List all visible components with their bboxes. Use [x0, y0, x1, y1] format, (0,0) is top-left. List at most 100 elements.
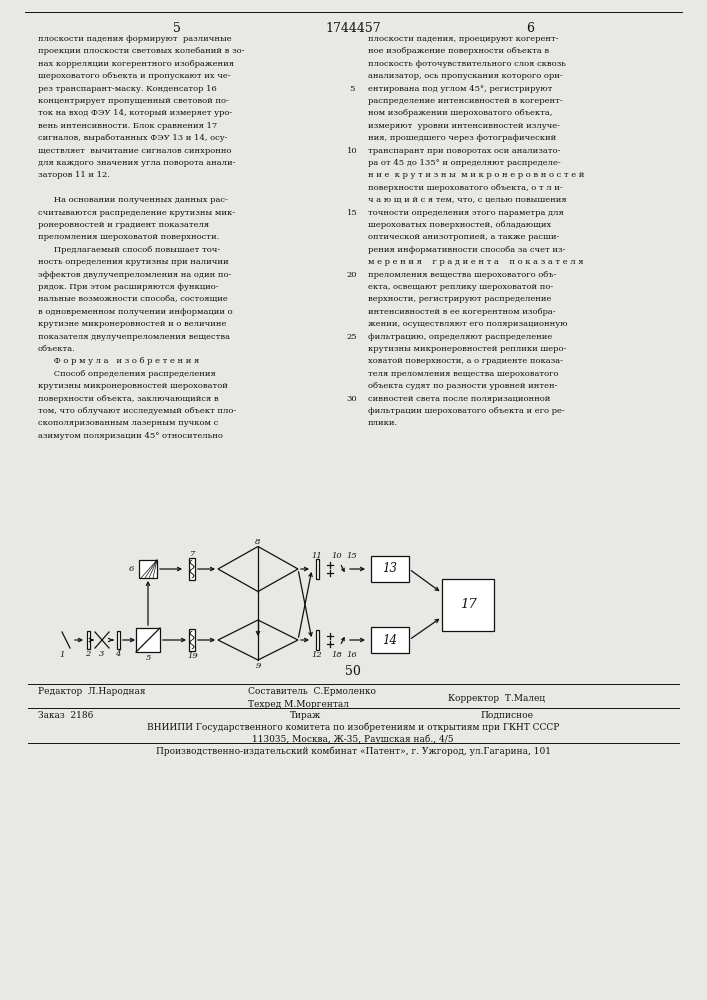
Text: ронеровностей и градиент показателя: ронеровностей и градиент показателя — [38, 221, 209, 229]
Text: ентирована под углом 45°, регистрируют: ентирована под углом 45°, регистрируют — [368, 85, 552, 93]
Text: 3: 3 — [99, 650, 105, 658]
Text: показателя двулучепреломления вещества: показателя двулучепреломления вещества — [38, 333, 230, 341]
Text: Способ определения распределения: Способ определения распределения — [38, 370, 216, 378]
Text: поверхности объекта, заключающийся в: поверхности объекта, заключающийся в — [38, 395, 218, 403]
Text: Заказ  2186: Заказ 2186 — [38, 711, 93, 720]
Text: плоскости падения, проецируют когерент-: плоскости падения, проецируют когерент- — [368, 35, 559, 43]
Text: 5: 5 — [173, 22, 181, 35]
Text: Ф о р м у л а   и з о б р е т е н и я: Ф о р м у л а и з о б р е т е н и я — [38, 357, 199, 365]
Text: шероховатого объекта и пропускают их че-: шероховатого объекта и пропускают их че- — [38, 72, 230, 80]
Text: в одновременном получении информации о: в одновременном получении информации о — [38, 308, 233, 316]
Text: 1: 1 — [59, 651, 64, 659]
Text: оптической анизотропией, а также расши-: оптической анизотропией, а также расши- — [368, 233, 559, 241]
Text: скополяризованным лазерным пучком с: скополяризованным лазерным пучком с — [38, 419, 218, 427]
Text: 25: 25 — [346, 333, 357, 341]
Text: ном изображении шероховатого объекта,: ном изображении шероховатого объекта, — [368, 109, 552, 117]
Text: 113035, Москва, Ж-35, Раушская наб., 4/5: 113035, Москва, Ж-35, Раушская наб., 4/5 — [252, 735, 454, 744]
Text: 11: 11 — [312, 552, 322, 560]
Text: Тираж: Тираж — [290, 711, 322, 720]
Text: сигналов, выработанных ФЭУ 13 и 14, осу-: сигналов, выработанных ФЭУ 13 и 14, осу- — [38, 134, 228, 142]
Text: азимутом поляризации 45° относительно: азимутом поляризации 45° относительно — [38, 432, 223, 440]
Text: фильтрацию, определяют распределение: фильтрацию, определяют распределение — [368, 333, 552, 341]
Text: транспарант при поворотах оси анализато-: транспарант при поворотах оси анализато- — [368, 147, 561, 155]
Text: том, что облучают исследуемый объект пло-: том, что облучают исследуемый объект пло… — [38, 407, 236, 415]
Text: 6: 6 — [526, 22, 534, 35]
Text: 20: 20 — [346, 271, 357, 279]
Text: На основании полученных данных рас-: На основании полученных данных рас- — [38, 196, 228, 204]
Text: 14: 14 — [382, 634, 397, 647]
Text: 12: 12 — [312, 651, 322, 659]
Text: 16: 16 — [346, 651, 357, 659]
Text: плики.: плики. — [368, 419, 398, 427]
Text: крутизны микронеровностей реплики шеро-: крутизны микронеровностей реплики шеро- — [368, 345, 566, 353]
Text: рядок. При этом расширяются функцио-: рядок. При этом расширяются функцио- — [38, 283, 218, 291]
Text: ток на вход ФЭУ 14, который измеряет уро-: ток на вход ФЭУ 14, который измеряет уро… — [38, 109, 233, 117]
Text: верхности, регистрируют распределение: верхности, регистрируют распределение — [368, 295, 551, 303]
Text: ховатой поверхности, а о градиенте показа-: ховатой поверхности, а о градиенте показ… — [368, 357, 563, 365]
Text: 5: 5 — [349, 85, 355, 93]
Text: преломления шероховатой поверхности.: преломления шероховатой поверхности. — [38, 233, 219, 241]
Text: распределение интенсивностей в когерент-: распределение интенсивностей в когерент- — [368, 97, 563, 105]
Text: точности определения этого параметра для: точности определения этого параметра для — [368, 209, 563, 217]
Text: проекции плоскости световых колебаний в зо-: проекции плоскости световых колебаний в … — [38, 47, 245, 55]
Bar — [189, 629, 195, 651]
Text: 4: 4 — [115, 650, 121, 658]
Text: Корректор  Т.Малец: Корректор Т.Малец — [448, 694, 545, 703]
Bar — [136, 628, 160, 652]
Text: объекта судят по разности уровней интен-: объекта судят по разности уровней интен- — [368, 382, 558, 390]
Text: измеряют  уровни интенсивностей излуче-: измеряют уровни интенсивностей излуче- — [368, 122, 560, 130]
Text: плоскость фоточувствительного слоя сквозь: плоскость фоточувствительного слоя сквоз… — [368, 60, 566, 68]
Text: вень интенсивности. Блок сравнения 17: вень интенсивности. Блок сравнения 17 — [38, 122, 217, 130]
Text: нах корреляции когерентного изображения: нах корреляции когерентного изображения — [38, 60, 234, 68]
Text: преломления вещества шероховатого объ-: преломления вещества шероховатого объ- — [368, 271, 556, 279]
Text: крутизне микронеровностей и о величине: крутизне микронеровностей и о величине — [38, 320, 226, 328]
Text: м е р е н и я    г р а д и е н т а    п о к а з а т е л я: м е р е н и я г р а д и е н т а п о к а … — [368, 258, 583, 266]
Bar — [139, 560, 157, 578]
Text: 15: 15 — [346, 552, 357, 560]
Text: 10: 10 — [331, 552, 341, 560]
Text: теля преломления вещества шероховатого: теля преломления вещества шероховатого — [368, 370, 559, 378]
Text: объекта.: объекта. — [38, 345, 76, 353]
Text: 7: 7 — [190, 550, 196, 558]
Text: екта, освещают реплику шероховатой по-: екта, освещают реплику шероховатой по- — [368, 283, 554, 291]
Text: считываются распределение крутизны мик-: считываются распределение крутизны мик- — [38, 209, 235, 217]
Bar — [315, 630, 318, 650]
Bar — [371, 627, 409, 653]
Text: ч а ю щ и й с я тем, что, с целью повышения: ч а ю щ и й с я тем, что, с целью повыше… — [368, 196, 566, 204]
Text: ществляет  вычитание сигналов синхронно: ществляет вычитание сигналов синхронно — [38, 147, 231, 155]
Text: поверхности шероховатого объекта, о т л и-: поверхности шероховатого объекта, о т л … — [368, 184, 563, 192]
Text: 2: 2 — [86, 650, 90, 658]
Text: 15: 15 — [346, 209, 357, 217]
Text: рез транспарант-маску. Конденсатор 16: рез транспарант-маску. Конденсатор 16 — [38, 85, 217, 93]
Text: 30: 30 — [346, 395, 357, 403]
Text: ния, прошедшего через фотографический: ния, прошедшего через фотографический — [368, 134, 556, 142]
Text: жении, осуществляют его поляризационную: жении, осуществляют его поляризационную — [368, 320, 568, 328]
Text: ность определения крутизны при наличии: ность определения крутизны при наличии — [38, 258, 228, 266]
Text: ное изображение поверхности объекта в: ное изображение поверхности объекта в — [368, 47, 549, 55]
Bar — [117, 631, 119, 649]
Text: Предлагаемый способ повышает точ-: Предлагаемый способ повышает точ- — [38, 246, 221, 254]
Text: Подписное: Подписное — [480, 711, 533, 720]
Text: для каждого значения угла поворота анали-: для каждого значения угла поворота анали… — [38, 159, 235, 167]
Text: 8: 8 — [255, 538, 261, 546]
Text: 13: 13 — [382, 562, 397, 576]
Text: ВНИИПИ Государственного комитета по изобретениям и открытиям при ГКНТ СССР: ВНИИПИ Государственного комитета по изоб… — [147, 723, 559, 732]
Text: Редактор  Л.Народная: Редактор Л.Народная — [38, 687, 146, 696]
Bar — [315, 559, 318, 579]
Text: фильтрации шероховатого объекта и его ре-: фильтрации шероховатого объекта и его ре… — [368, 407, 565, 415]
Text: концентрирует пропущенный световой по-: концентрирует пропущенный световой по- — [38, 97, 229, 105]
Text: нальные возможности способа, состоящие: нальные возможности способа, состоящие — [38, 295, 228, 303]
Text: крутизны микронеровностей шероховатой: крутизны микронеровностей шероховатой — [38, 382, 228, 390]
Text: Техред М.Моргентал: Техред М.Моргентал — [248, 700, 349, 709]
Text: 10: 10 — [346, 147, 357, 155]
Text: н и е  к р у т и з н ы  м и к р о н е р о в н о с т е й: н и е к р у т и з н ы м и к р о н е р о … — [368, 171, 585, 179]
Bar — [442, 579, 494, 631]
Text: 6: 6 — [129, 565, 134, 573]
Bar — [371, 556, 409, 582]
Text: ра от 45 до 135° и определяют распределе-: ра от 45 до 135° и определяют распределе… — [368, 159, 561, 167]
Text: шероховатых поверхностей, обладающих: шероховатых поверхностей, обладающих — [368, 221, 551, 229]
Text: заторов 11 и 12.: заторов 11 и 12. — [38, 171, 110, 179]
Text: эффектов двулучепреломления на один по-: эффектов двулучепреломления на один по- — [38, 271, 231, 279]
Text: рения информативности способа за счет из-: рения информативности способа за счет из… — [368, 246, 566, 254]
Text: анализатор, ось пропускания которого ори-: анализатор, ось пропускания которого ори… — [368, 72, 563, 80]
